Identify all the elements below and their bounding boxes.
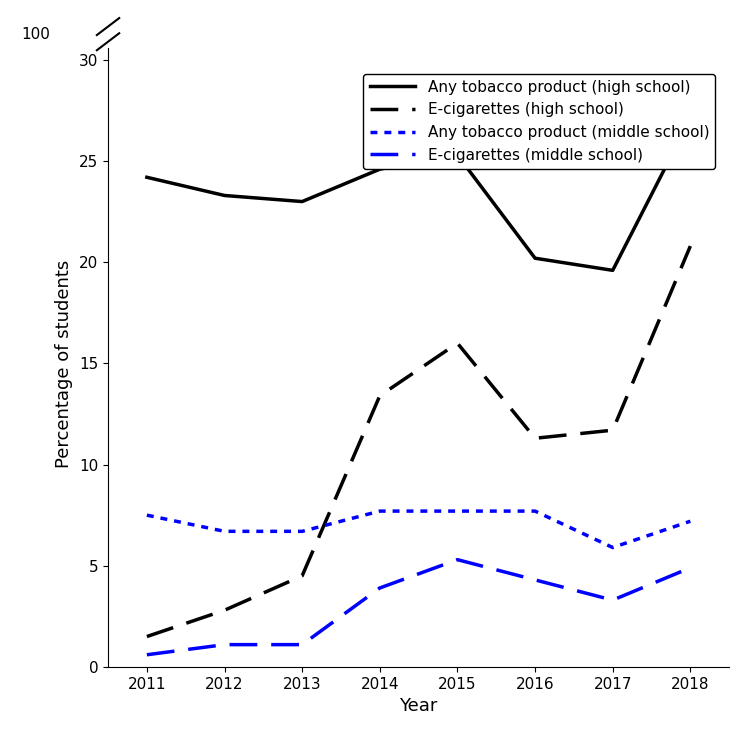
Any tobacco product (middle school) <box>220 527 229 536</box>
E-cigarettes (middle school) <box>298 640 307 649</box>
Any tobacco product (high school) <box>375 165 384 174</box>
Line: Any tobacco product (high school): Any tobacco product (high school) <box>147 118 690 270</box>
Any tobacco product (high school) <box>686 114 694 123</box>
Any tobacco product (high school) <box>220 191 229 200</box>
Any tobacco product (high school) <box>298 197 307 206</box>
Any tobacco product (middle school) <box>530 506 539 515</box>
Line: Any tobacco product (middle school): Any tobacco product (middle school) <box>147 511 690 548</box>
E-cigarettes (middle school) <box>608 595 617 604</box>
E-cigarettes (high school) <box>220 606 229 615</box>
Any tobacco product (middle school) <box>608 543 617 552</box>
E-cigarettes (high school) <box>453 339 462 347</box>
E-cigarettes (high school) <box>686 241 694 250</box>
E-cigarettes (high school) <box>142 632 152 641</box>
Line: E-cigarettes (middle school): E-cigarettes (middle school) <box>147 559 690 655</box>
Any tobacco product (middle school) <box>298 527 307 536</box>
Line: E-cigarettes (high school): E-cigarettes (high school) <box>147 246 690 637</box>
E-cigarettes (middle school) <box>375 584 384 592</box>
E-cigarettes (high school) <box>298 571 307 580</box>
Any tobacco product (high school) <box>608 266 617 275</box>
E-cigarettes (middle school) <box>453 555 462 564</box>
Any tobacco product (middle school) <box>453 506 462 515</box>
E-cigarettes (high school) <box>608 425 617 434</box>
E-cigarettes (middle school) <box>530 576 539 584</box>
Legend: Any tobacco product (high school), E-cigarettes (high school), Any tobacco produ: Any tobacco product (high school), E-cig… <box>364 74 716 169</box>
Any tobacco product (middle school) <box>375 506 384 515</box>
Any tobacco product (high school) <box>453 151 462 160</box>
E-cigarettes (middle school) <box>220 640 229 649</box>
E-cigarettes (high school) <box>375 392 384 400</box>
E-cigarettes (middle school) <box>142 651 152 659</box>
X-axis label: Year: Year <box>400 697 438 715</box>
Any tobacco product (high school) <box>530 254 539 263</box>
E-cigarettes (middle school) <box>686 563 694 572</box>
Any tobacco product (high school) <box>142 173 152 182</box>
E-cigarettes (high school) <box>530 434 539 442</box>
Text: 100: 100 <box>21 27 50 43</box>
Y-axis label: Percentage of students: Percentage of students <box>56 259 74 467</box>
Any tobacco product (middle school) <box>142 511 152 520</box>
Any tobacco product (middle school) <box>686 517 694 526</box>
